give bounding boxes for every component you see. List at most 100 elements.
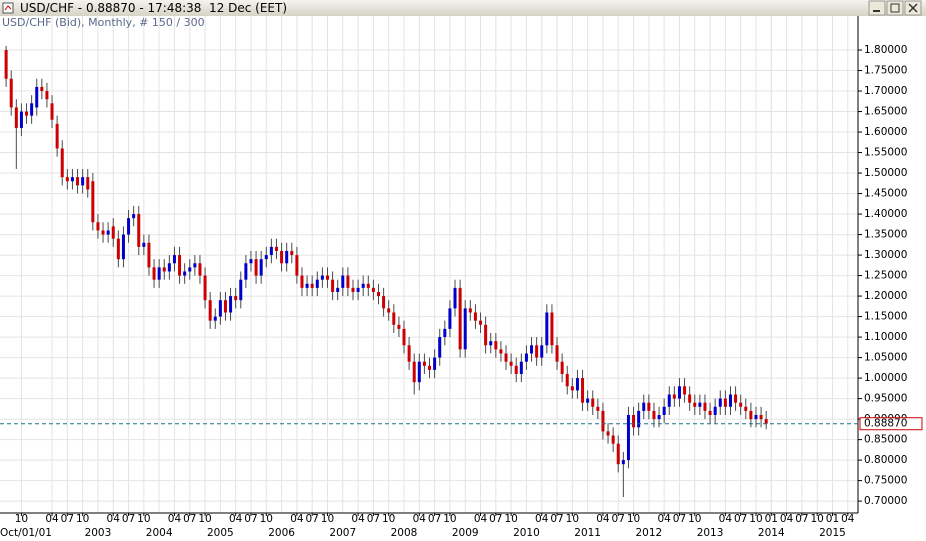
candle-body [137,214,141,247]
x-tick-label: 07 [61,513,74,525]
x-tick-label: 07 [367,513,380,525]
candle-body [489,341,493,346]
y-tick-label: 0.75000 [864,475,907,487]
candle-body [45,91,49,100]
candle-body [647,402,651,411]
candle-body [81,177,85,186]
candle-body [739,402,743,407]
candle-body [540,345,544,358]
x-tick-label: 10 [137,513,150,525]
x-year-label: 2010 [513,527,540,539]
x-year-label: 2003 [85,527,112,539]
candle-body [147,242,151,268]
candle-body [744,406,748,411]
candle-body [698,402,702,407]
candle-body [193,263,197,268]
candle-body [458,287,462,350]
candle-body [407,345,411,362]
cursor-label-box [0,527,44,540]
candle-body [581,378,585,403]
candle-body [351,287,355,292]
candle-body [545,312,549,346]
price-label-box [859,417,923,431]
candle-body [693,402,697,407]
x-year-label: 2004 [146,527,173,539]
candle-body [509,361,513,366]
candle-body [198,263,202,276]
x-tick-label: 04 [107,513,121,525]
y-tick-label: 1.20000 [864,290,907,302]
y-tick-label: 1.00000 [864,372,907,384]
x-tick-label: 10 [76,513,89,525]
minimize-button[interactable] [868,0,886,16]
candle-body [438,337,442,358]
candle-body [264,255,268,260]
candle-body [172,255,176,264]
candle-body [703,402,707,411]
x-tick-label: 04 [474,513,488,525]
candle-body [417,361,421,383]
y-tick-label: 1.80000 [864,44,907,56]
x-year-label: 2007 [329,527,356,539]
candle-body [356,287,360,292]
candle-body [530,345,534,354]
x-year-label: 2011 [574,527,601,539]
candle-body [382,296,386,309]
y-tick-label: 1.65000 [864,106,907,118]
candle-body [162,267,166,272]
candle-body [422,361,426,366]
candle-body [203,275,207,301]
candle-body [178,255,182,276]
candle-body [677,386,681,399]
x-tick-label: 04 [780,513,794,525]
x-tick-label: 10 [198,513,211,525]
candle-body [626,414,630,461]
candle-body [642,402,646,411]
candle-body [387,308,391,313]
x-tick-label: 10 [566,513,579,525]
x-tick-label: 04 [841,513,855,525]
x-tick-label: 10 [504,513,517,525]
candle-body [596,406,600,411]
candle-body [514,365,518,374]
price-label: 0.88870 [864,418,907,430]
candle-body [499,349,503,354]
candle-body [453,287,457,309]
candle-body [550,312,554,346]
candle-body [290,250,294,256]
y-tick-label: 0.80000 [864,454,907,466]
close-button[interactable] [904,0,922,16]
x-tick-label: 04 [229,513,243,525]
x-year-label: 2009 [452,527,479,539]
candle-body [305,283,309,288]
x-tick-label: 07 [734,513,747,525]
candle-body [19,111,23,128]
window-icon-glyph [4,5,12,11]
x-tick-label: 10 [811,513,824,525]
candle-body [223,300,227,313]
x-tick-label: 10 [443,513,456,525]
candle-body [371,287,375,292]
candle-body [86,177,90,190]
candle-body [443,328,447,338]
candle-body [535,345,539,358]
x-year-label: 2006 [268,527,295,539]
candle-body [479,320,483,325]
chart-subtitle: USD/CHF (Bid), Monthly, # 150 / 300 [2,16,205,29]
candle-body [157,267,161,280]
y-tick-label: 1.10000 [864,331,907,343]
maximize-button[interactable] [886,0,904,16]
candle-body [96,222,100,231]
y-tick-label: 1.75000 [864,65,907,77]
y-tick-label: 1.60000 [864,126,907,138]
candle-body [734,394,738,403]
candle-body [269,246,273,256]
grid [0,16,858,513]
candle-body [591,398,595,407]
candle-body [713,406,717,415]
candle-body [519,361,523,374]
candle-body [127,218,131,235]
candle-body [239,279,243,301]
candle-body [229,296,233,313]
